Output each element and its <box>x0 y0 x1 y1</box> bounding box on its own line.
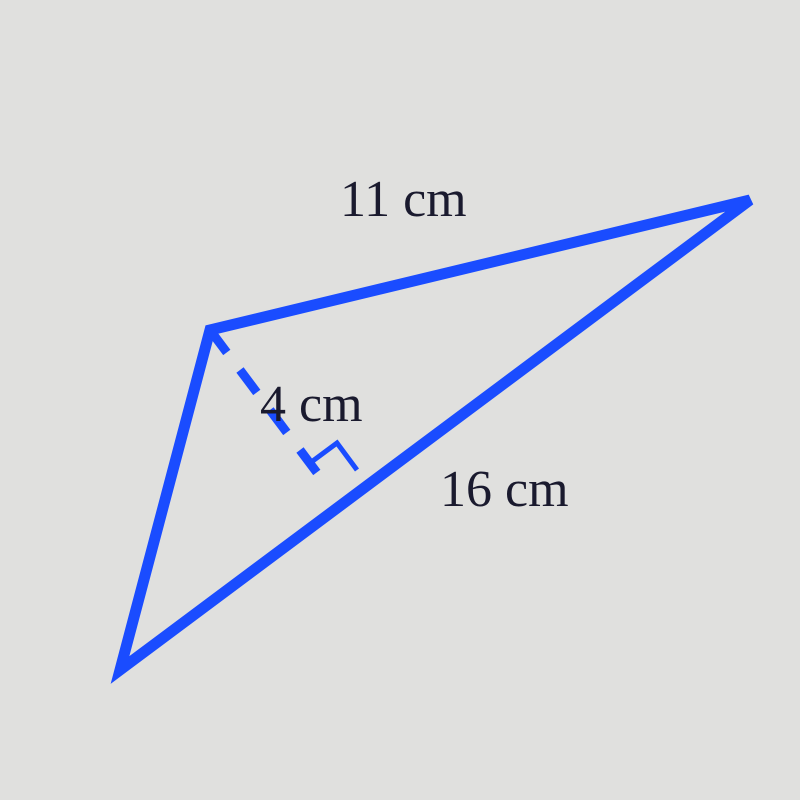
label-height: 4 cm <box>260 375 363 434</box>
triangle-shape <box>120 200 750 670</box>
diagram-container: 11 cm 4 cm 16 cm <box>0 0 800 800</box>
label-side-top: 11 cm <box>340 170 467 229</box>
label-side-bottom: 16 cm <box>440 460 569 519</box>
triangle-diagram <box>0 0 800 800</box>
